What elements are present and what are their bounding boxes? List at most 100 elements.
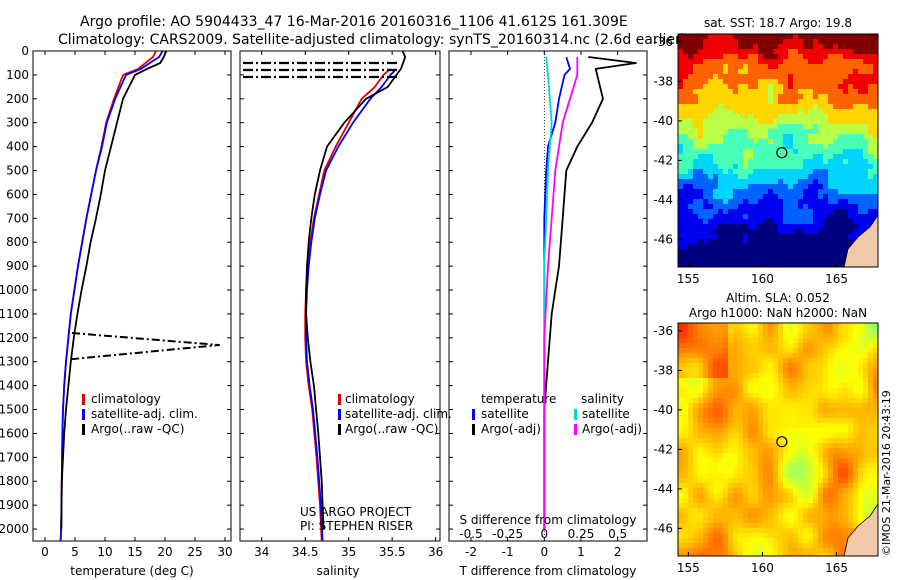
map-cell: [688, 39, 694, 45]
map-cell: [848, 483, 854, 489]
map-cell: [738, 179, 744, 185]
map-cell: [868, 368, 874, 374]
map-cell: [688, 134, 694, 140]
map-cell: [708, 209, 714, 215]
legend-title-temperature: temperature: [481, 392, 556, 406]
map-cell: [798, 114, 804, 120]
sst-map: [678, 34, 878, 267]
map-cell: [828, 423, 834, 429]
map-cell: [718, 548, 724, 554]
map-cell: [743, 149, 749, 155]
map-cell: [693, 159, 699, 165]
map-cell: [753, 254, 759, 260]
map-cell: [703, 463, 709, 469]
map-cell: [693, 109, 699, 115]
map-cell: [813, 119, 819, 125]
map-cell: [728, 443, 734, 449]
map-cell: [703, 139, 709, 145]
map-cell: [818, 174, 824, 180]
map-cell: [828, 159, 834, 165]
map-cell: [773, 348, 779, 354]
map-cell: [693, 383, 699, 389]
map-cell: [703, 209, 709, 215]
map-cell: [863, 214, 869, 220]
map-cell: [808, 209, 814, 215]
map-cell: [803, 79, 809, 85]
map-cell: [678, 169, 684, 175]
map-cell: [793, 139, 799, 145]
map-cell: [733, 74, 739, 80]
map-cell: [693, 358, 699, 364]
map-cell: [778, 184, 784, 190]
map-cell: [818, 179, 824, 185]
map-cell: [678, 508, 684, 514]
map-cell: [708, 154, 714, 160]
map-cell: [828, 408, 834, 414]
map-cell: [718, 104, 724, 110]
map-cell: [858, 74, 864, 80]
map-cell: [793, 488, 799, 494]
map-cell: [848, 393, 854, 399]
map-cell: [768, 224, 774, 230]
map-cell: [833, 468, 839, 474]
map-cell: [733, 418, 739, 424]
map-cell: [763, 89, 769, 95]
map-cell: [713, 169, 719, 175]
map-cell: [718, 119, 724, 125]
map-cell: [733, 383, 739, 389]
map-cell: [743, 139, 749, 145]
map-cell: [803, 473, 809, 479]
map-cell: [683, 508, 689, 514]
map-cell: [828, 528, 834, 534]
map-cell: [798, 44, 804, 50]
map-cell: [823, 538, 829, 544]
map-cell: [863, 388, 869, 394]
map-cell: [828, 59, 834, 65]
lat-tick-label: -42: [653, 153, 673, 167]
map-cell: [763, 348, 769, 354]
s-difference-axis-label: S difference from climatology: [460, 513, 637, 527]
map-cell: [708, 94, 714, 100]
map-cell: [723, 463, 729, 469]
map-cell: [718, 204, 724, 210]
map-cell: [778, 508, 784, 514]
map-cell: [723, 49, 729, 55]
map-cell: [698, 523, 704, 529]
map-cell: [703, 533, 709, 539]
map-cell: [748, 428, 754, 434]
map-cell: [823, 338, 829, 344]
map-cell: [838, 423, 844, 429]
map-cell: [803, 323, 809, 329]
map-cell: [788, 204, 794, 210]
map-cell: [788, 463, 794, 469]
map-cell: [823, 478, 829, 484]
map-cell: [808, 328, 814, 334]
map-cell: [858, 49, 864, 55]
map-cell: [748, 388, 754, 394]
map-cell: [748, 224, 754, 230]
map-cell: [678, 64, 684, 70]
map-cell: [793, 418, 799, 424]
map-cell: [838, 54, 844, 60]
map-cell: [693, 508, 699, 514]
map-cell: [803, 548, 809, 554]
map-cell: [718, 473, 724, 479]
map-cell: [838, 204, 844, 210]
map-cell: [738, 264, 744, 267]
map-cell: [818, 548, 824, 554]
map-cell: [813, 518, 819, 524]
map-cell: [808, 523, 814, 529]
map-cell: [718, 174, 724, 180]
map-cell: [728, 259, 734, 265]
map-cell: [798, 553, 804, 556]
map-cell: [818, 463, 824, 469]
map-cell: [838, 533, 844, 539]
map-cell: [698, 144, 704, 150]
map-cell: [873, 179, 878, 185]
map-cell: [763, 124, 769, 130]
map-cell: [713, 139, 719, 145]
map-cell: [773, 483, 779, 489]
map-cell: [828, 533, 834, 539]
lon-tick-label: 165: [825, 561, 848, 575]
map-cell: [748, 244, 754, 250]
